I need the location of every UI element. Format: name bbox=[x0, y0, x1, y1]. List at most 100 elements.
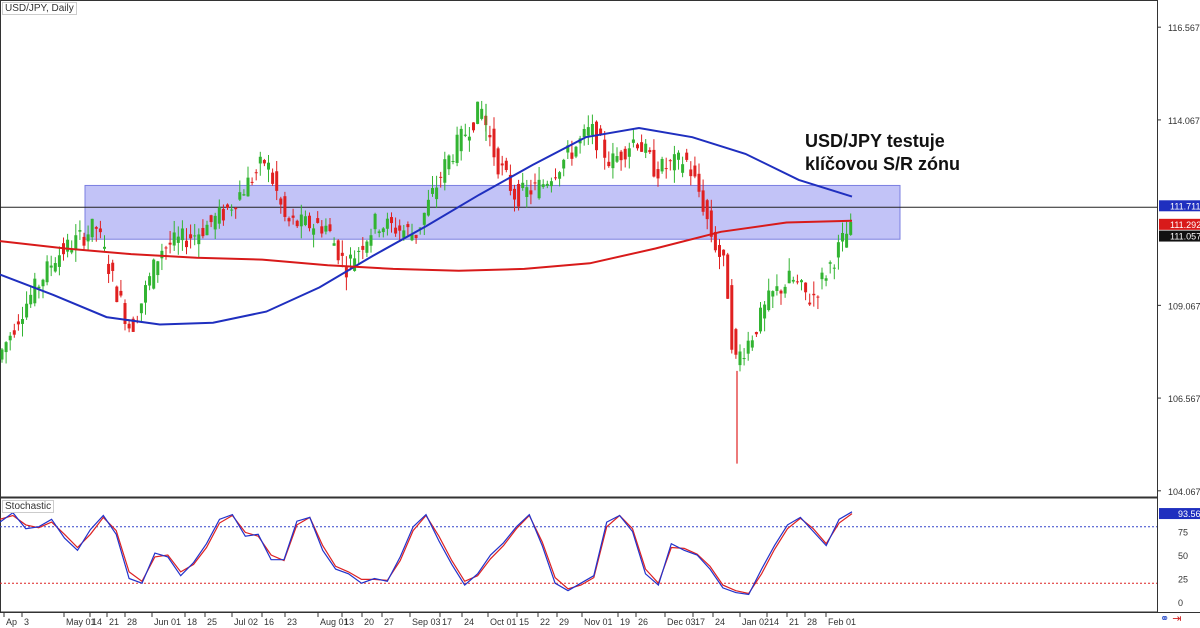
candle-body bbox=[230, 209, 234, 211]
candle-body bbox=[533, 182, 537, 184]
candle-body bbox=[349, 254, 352, 259]
candle-body bbox=[357, 250, 361, 252]
candle-body bbox=[845, 233, 849, 248]
time-tick-label: 29 bbox=[559, 617, 569, 627]
candle-body bbox=[447, 155, 451, 170]
candle-body bbox=[603, 139, 607, 158]
candle-body bbox=[775, 286, 779, 291]
candle-body bbox=[566, 145, 570, 153]
price-badge bbox=[1159, 218, 1200, 230]
candle-body bbox=[656, 169, 660, 179]
sr-zone bbox=[84, 184, 901, 240]
time-tick-label: 22 bbox=[540, 617, 550, 627]
candle-body bbox=[496, 148, 500, 175]
candle-body bbox=[767, 290, 771, 311]
candle-body bbox=[504, 160, 508, 171]
candle-body bbox=[431, 188, 434, 194]
candle-body bbox=[180, 228, 184, 241]
price-tick-label: 109.067 bbox=[1168, 301, 1200, 311]
time-tick-label: 19 bbox=[620, 617, 630, 627]
candle-body bbox=[443, 159, 447, 183]
time-tick-label: 21 bbox=[789, 617, 799, 627]
candle-body bbox=[627, 148, 631, 157]
candle-body bbox=[12, 330, 16, 335]
candle-body bbox=[303, 216, 307, 226]
candle-body bbox=[160, 250, 164, 259]
osc-value-badge bbox=[1159, 508, 1200, 520]
candle-body bbox=[816, 296, 820, 298]
price-tick-label: 104.067 bbox=[1168, 487, 1200, 497]
candle-body bbox=[267, 162, 270, 170]
candle-body bbox=[681, 164, 685, 173]
candle-body bbox=[115, 286, 119, 303]
candle-body bbox=[185, 240, 188, 248]
price-tick-label: 114.067 bbox=[1168, 116, 1200, 126]
candle-body bbox=[644, 143, 648, 153]
candle-body bbox=[713, 231, 717, 251]
candle-body bbox=[70, 250, 74, 253]
candle-body bbox=[730, 285, 734, 350]
candle-body bbox=[217, 207, 221, 224]
candle-body bbox=[53, 263, 57, 272]
candle-body bbox=[607, 161, 611, 167]
candle-body bbox=[517, 183, 521, 207]
candle-body bbox=[418, 227, 422, 229]
candle-body bbox=[611, 153, 615, 169]
candle-body bbox=[689, 169, 693, 177]
candle-body bbox=[156, 261, 160, 276]
candle-body bbox=[172, 232, 176, 246]
time-tick-label: Jan 02 bbox=[742, 617, 769, 627]
candle-body bbox=[426, 199, 430, 216]
candle-body bbox=[275, 171, 279, 191]
candles-group bbox=[0, 100, 853, 372]
price-badge-label: 111.057 bbox=[1170, 232, 1200, 242]
candle-body bbox=[49, 265, 53, 268]
osc-tick-label: 75 bbox=[1178, 528, 1188, 538]
candle-body bbox=[271, 172, 275, 184]
price-tick-label: 116.567 bbox=[1168, 23, 1200, 33]
candle-body bbox=[144, 285, 147, 303]
osc-tick-label: 0 bbox=[1178, 598, 1183, 608]
stoch-d-line bbox=[0, 513, 853, 595]
candle-body bbox=[685, 152, 689, 160]
osc-tick-label: 25 bbox=[1178, 575, 1188, 585]
oscillator-pane-border bbox=[0, 497, 1158, 613]
candle-body bbox=[209, 215, 213, 223]
candle-body bbox=[369, 235, 373, 246]
candle-body bbox=[340, 252, 344, 256]
candle-body bbox=[262, 160, 266, 164]
candle-body bbox=[312, 228, 316, 235]
link-icon[interactable]: ⚭ bbox=[1160, 613, 1170, 625]
candle-body bbox=[697, 173, 701, 192]
candle-body bbox=[508, 174, 512, 191]
candle-body bbox=[451, 161, 455, 163]
candle-body bbox=[414, 234, 418, 239]
candle-body bbox=[467, 136, 471, 141]
candle-body bbox=[82, 236, 86, 246]
candle-body bbox=[820, 272, 824, 280]
time-tick-label: 24 bbox=[464, 617, 474, 627]
time-tick-label: Dec 03 bbox=[667, 617, 696, 627]
candle-body bbox=[238, 192, 242, 200]
candle-body bbox=[648, 150, 652, 153]
candle-body bbox=[521, 182, 525, 189]
candle-body bbox=[45, 261, 49, 283]
candle-body bbox=[246, 177, 250, 197]
candle-body bbox=[406, 224, 410, 228]
candle-body bbox=[164, 247, 168, 249]
candle-body bbox=[283, 196, 287, 217]
symbol-label: USD/JPY, Daily bbox=[2, 2, 77, 15]
candle-body bbox=[57, 255, 61, 267]
candle-body bbox=[672, 154, 676, 171]
candle-body bbox=[574, 146, 578, 157]
candle-body bbox=[37, 286, 41, 289]
candle-body bbox=[111, 262, 115, 271]
candle-body bbox=[287, 218, 291, 222]
time-tick-label: 13 bbox=[344, 617, 354, 627]
time-tick-label: Feb 01 bbox=[828, 617, 856, 627]
annotation-line-1: USD/JPY testuje bbox=[805, 131, 945, 151]
candle-body bbox=[541, 184, 545, 187]
candle-body bbox=[570, 152, 574, 159]
scroll-end-icon[interactable]: ⇥ bbox=[1172, 613, 1182, 625]
